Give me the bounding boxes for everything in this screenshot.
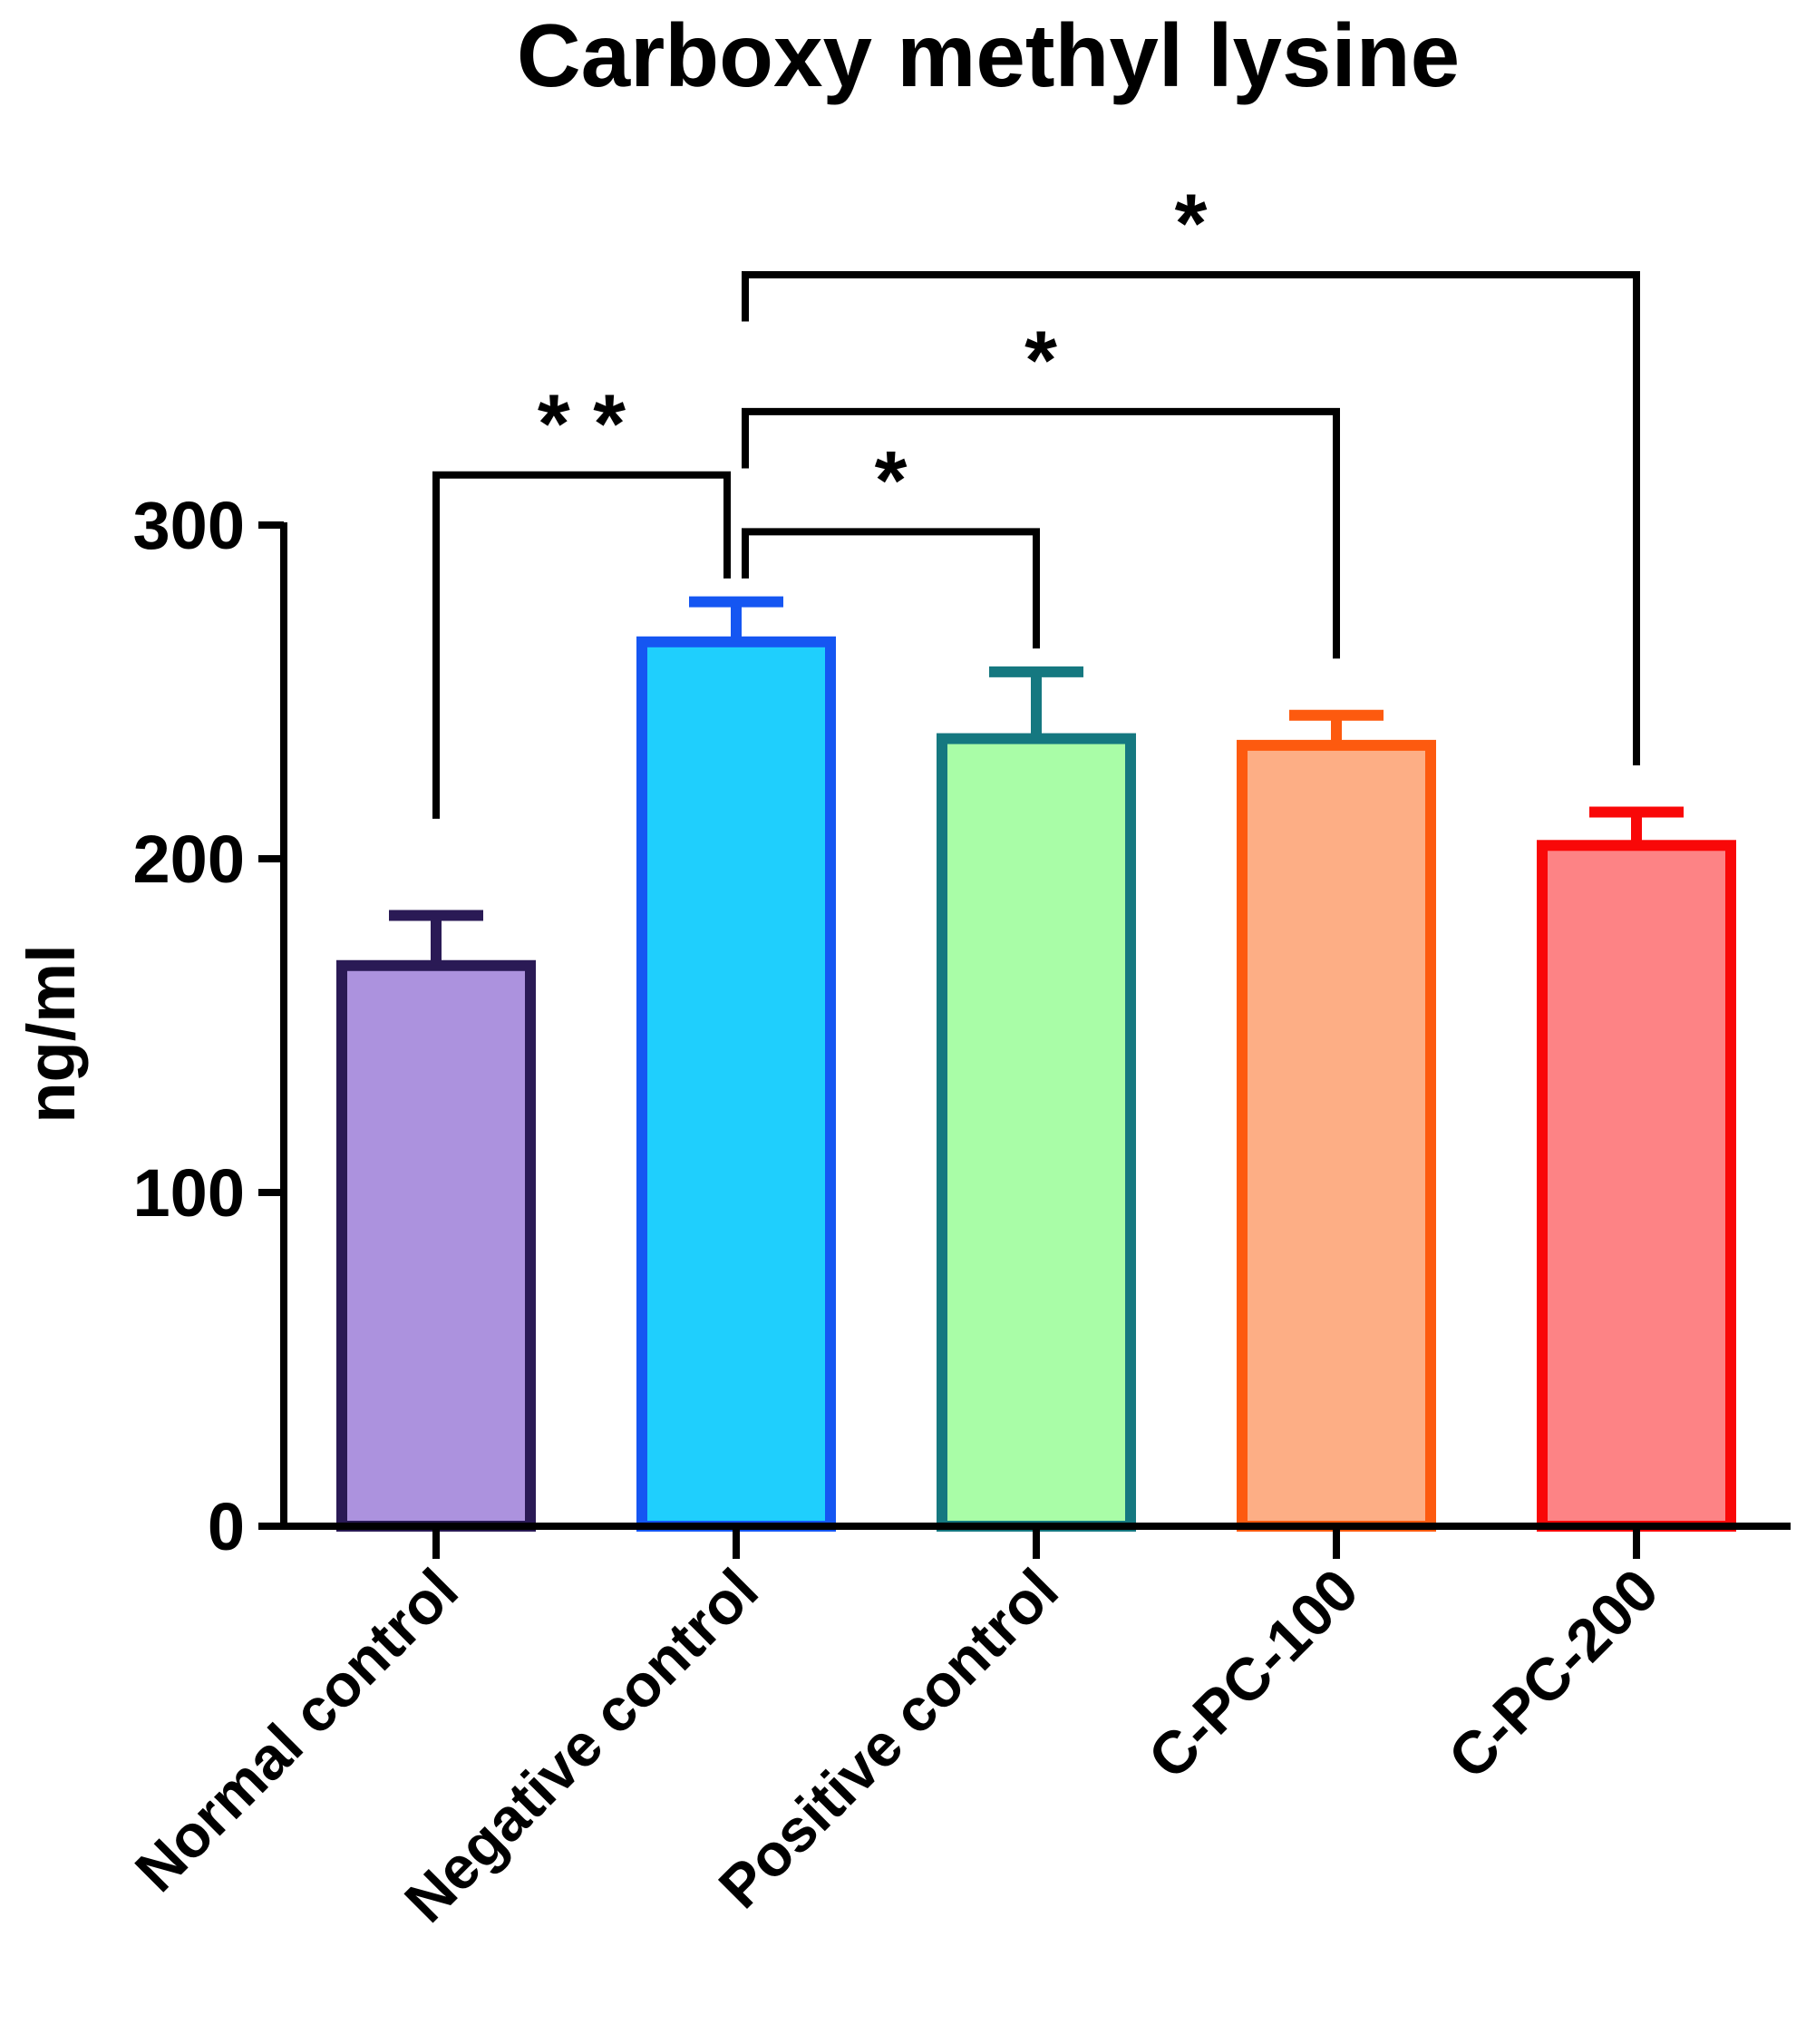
bar-4 xyxy=(1537,840,1736,1532)
bar-1 xyxy=(636,636,836,1532)
bar-2 xyxy=(937,733,1136,1532)
y-tick-label-3: 300 xyxy=(133,488,245,563)
error-bars-layer xyxy=(389,596,1684,966)
y-tick-label-1: 100 xyxy=(133,1155,245,1231)
significance-label-0: * * xyxy=(538,378,626,471)
significance-bracket-0 xyxy=(432,471,731,819)
significance-label-2: * xyxy=(1024,315,1057,407)
bars-layer xyxy=(336,636,1736,1532)
significance-label-3: * xyxy=(1175,178,1208,270)
significance-bracket-2 xyxy=(742,407,1340,659)
x-tick-label-0: Normal control xyxy=(122,1556,471,1904)
x-tick-label-3: C-PC-100 xyxy=(1135,1556,1371,1792)
chart-title: Carboxy methyl lysine xyxy=(517,5,1460,105)
axes-layer xyxy=(258,522,1791,1530)
significance-bracket-1 xyxy=(742,528,1040,649)
y-tick-label-0: 0 xyxy=(208,1489,245,1564)
significance-label-1: * xyxy=(875,434,908,527)
y-tick-label-2: 200 xyxy=(133,822,245,897)
significance-layer: * * * * * xyxy=(432,178,1640,819)
bar-3 xyxy=(1237,739,1436,1532)
y-axis-title: ng/ml xyxy=(14,944,89,1123)
x-tick-label-4: C-PC-200 xyxy=(1435,1556,1671,1792)
significance-bracket-3 xyxy=(742,271,1640,765)
bar-0 xyxy=(336,959,536,1532)
